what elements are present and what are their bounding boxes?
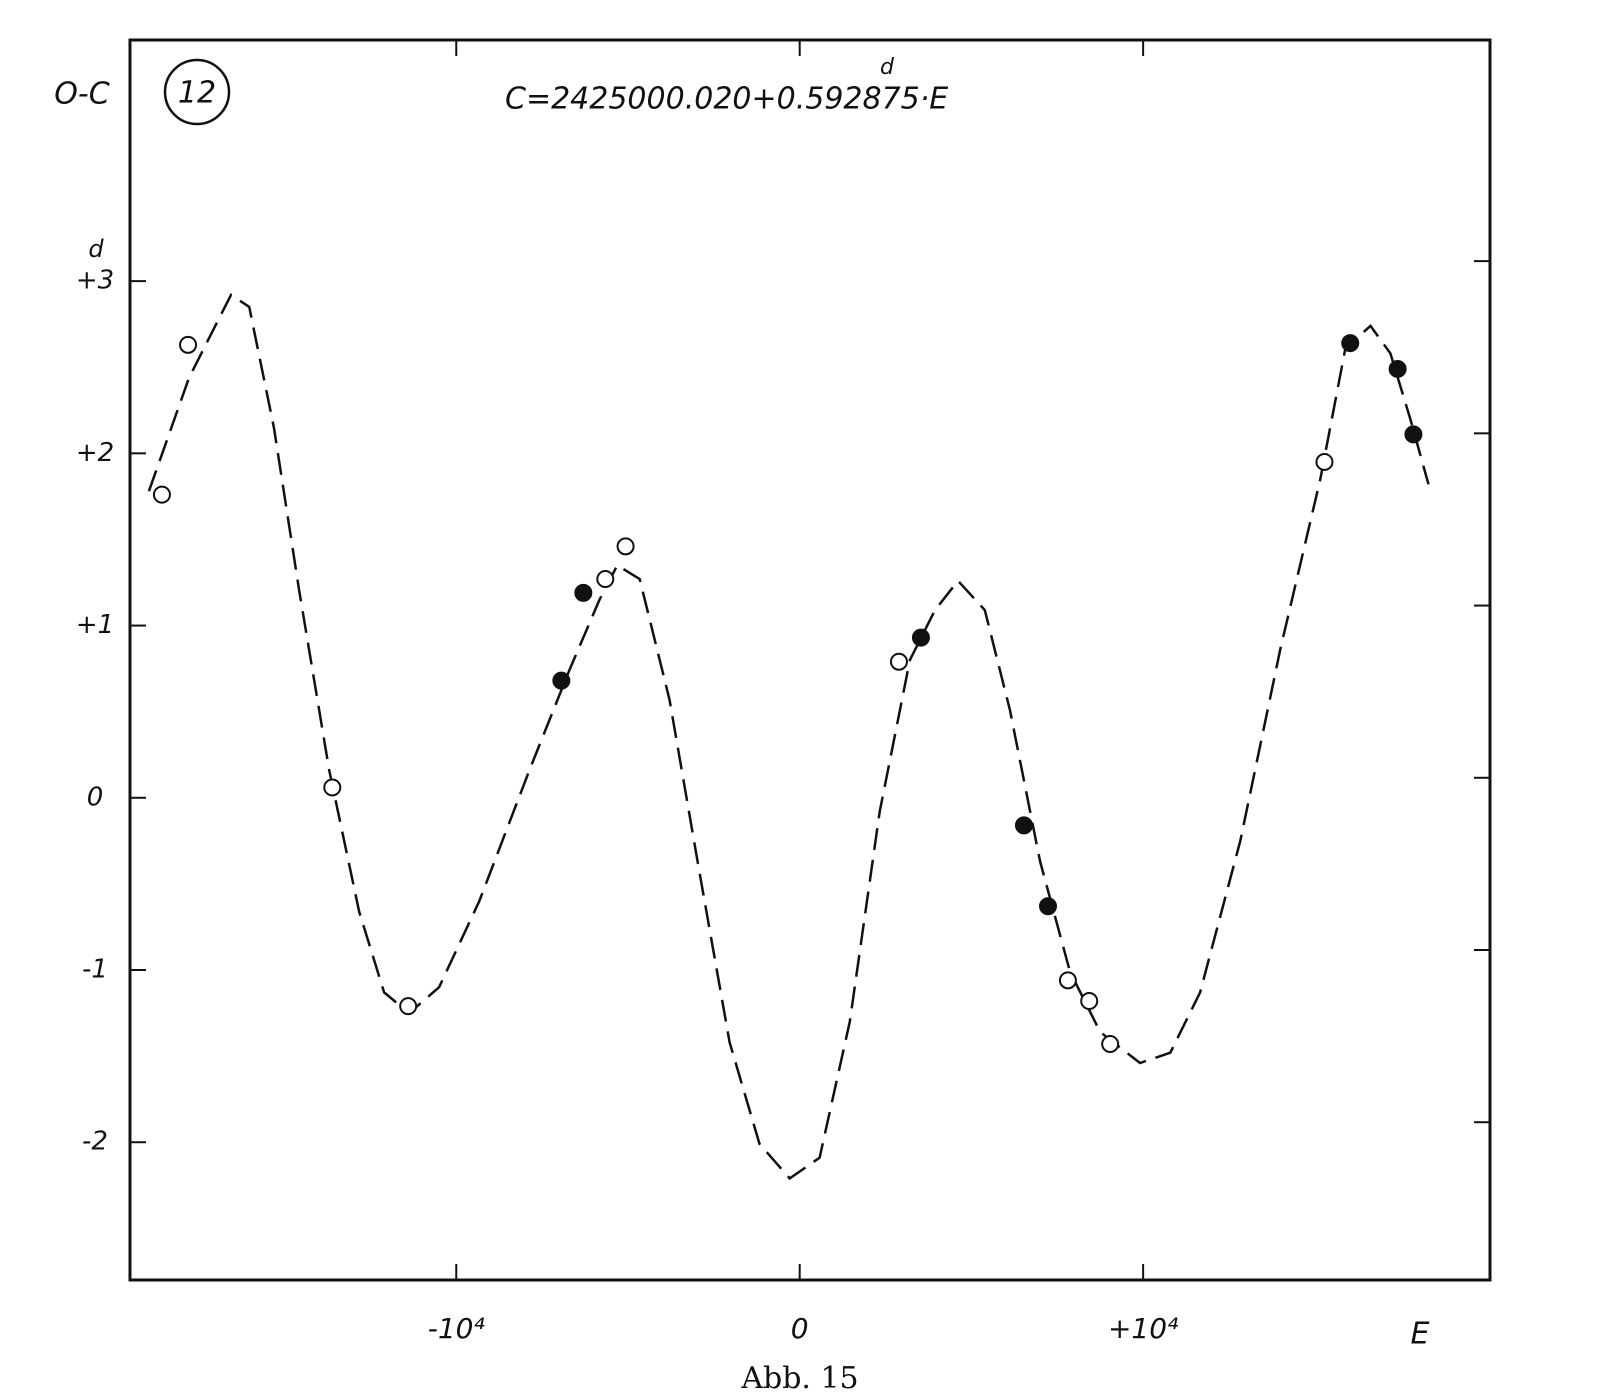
plot-frame [128, 38, 1492, 1282]
y-tick-label: +1 [76, 610, 114, 640]
fit-curve [147, 293, 1430, 1181]
point [152, 485, 171, 504]
y-tick-label: 0 [87, 782, 104, 812]
point [1388, 359, 1407, 378]
point [1014, 816, 1033, 835]
point [1080, 992, 1099, 1010]
point [323, 778, 342, 797]
point [1039, 897, 1057, 916]
point [616, 537, 635, 556]
point [399, 997, 418, 1016]
chart-title: C=2425000.020+0.592875·E [505, 82, 948, 117]
point [911, 628, 930, 647]
y-tick-label: +2 [76, 438, 114, 468]
y-tick-label: +3 [76, 266, 114, 296]
y-axis-label: O-C [54, 77, 109, 112]
point [889, 652, 908, 671]
y-tick-label: -1 [82, 955, 108, 985]
point [552, 671, 571, 690]
point [1315, 452, 1334, 471]
x-tick-label: 0 [791, 1312, 809, 1345]
point [596, 570, 615, 589]
panel-circle [163, 58, 231, 126]
point [1341, 334, 1360, 353]
x-tick-label: -10⁴ [428, 1312, 485, 1345]
y-tick-label: -2 [82, 1127, 108, 1157]
point [179, 335, 198, 354]
point [574, 583, 593, 602]
x-tick-label: +10⁴ [1108, 1312, 1178, 1345]
caption: Abb. 15 [740, 1361, 858, 1392]
point [1058, 971, 1077, 990]
x-axis-label: E [1411, 1317, 1430, 1352]
point [1404, 425, 1423, 444]
point [1101, 1035, 1120, 1054]
panel-label: 12 [178, 76, 216, 111]
title-unit: d [880, 55, 895, 80]
y-unit: d [88, 235, 104, 263]
